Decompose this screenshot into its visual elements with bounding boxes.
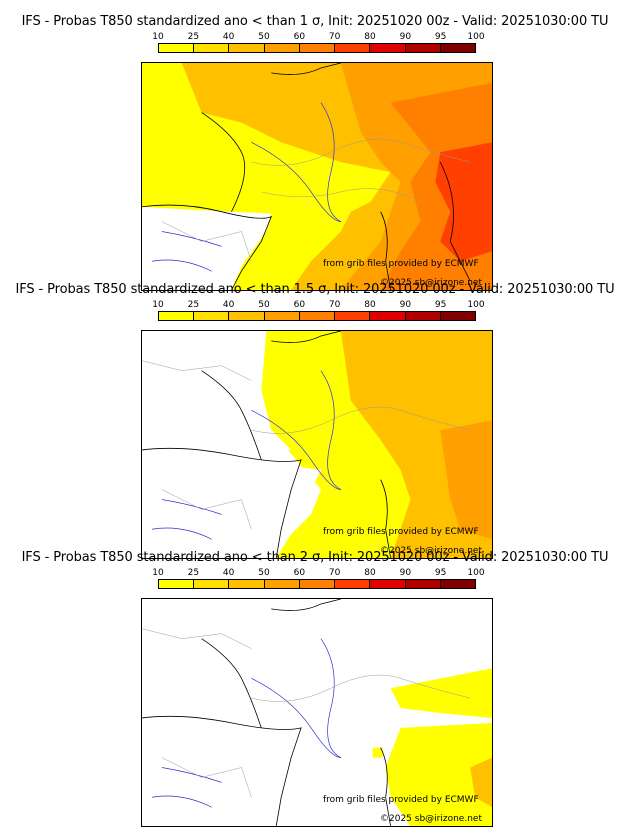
probability-map: from grib files provided by ECMWF ©2025 … bbox=[141, 598, 493, 827]
colorbar-tick-label: 40 bbox=[222, 300, 235, 310]
map-graphic bbox=[142, 599, 492, 826]
map-panel-3: IFS - Probas T850 standardized ano < tha… bbox=[0, 550, 630, 827]
colorbar-segment bbox=[405, 580, 441, 588]
probability-map: from grib files provided by ECMWF ©2025 … bbox=[141, 330, 493, 559]
colorbar-tick-label: 80 bbox=[364, 32, 376, 42]
colorbar-segment bbox=[299, 312, 336, 320]
colorbar-tick-label: 90 bbox=[399, 300, 412, 310]
colorbar-segment bbox=[370, 312, 406, 320]
colorbar-tick-label: 70 bbox=[328, 300, 341, 310]
colorbar-segment bbox=[335, 580, 371, 588]
credit-source: from grib files provided by ECMWF bbox=[323, 259, 479, 269]
panel-title: IFS - Probas T850 standardized ano < tha… bbox=[21, 14, 609, 29]
colorbar-tick-label: 25 bbox=[187, 568, 200, 578]
map-graphic bbox=[142, 63, 492, 290]
colorbar-tick-label: 40 bbox=[222, 568, 235, 578]
colorbar-tick-label: 90 bbox=[399, 32, 412, 42]
credit-source: from grib files provided by ECMWF bbox=[323, 795, 479, 805]
colorbar-tick-label: 60 bbox=[293, 32, 306, 42]
colorbar-segment bbox=[159, 312, 195, 320]
map-panel-2: IFS - Probas T850 standardized ano < tha… bbox=[0, 282, 630, 559]
colorbar-segment bbox=[229, 44, 265, 52]
colorbar-tick-label: 80 bbox=[364, 300, 376, 310]
colorbar-segment bbox=[194, 44, 230, 52]
colorbar-segment bbox=[335, 312, 371, 320]
colorbar-segment bbox=[229, 580, 265, 588]
colorbar-segment bbox=[299, 44, 336, 52]
colorbar-tick-label: 70 bbox=[328, 32, 341, 42]
colorbar-tick-label: 90 bbox=[399, 568, 412, 578]
colorbar-segment bbox=[264, 580, 300, 588]
credit-copyright: ©2025 sb@irizone.net bbox=[380, 546, 482, 556]
colorbar-labels: 10 25 40 50 60 70 80 90 95 100 bbox=[152, 568, 484, 579]
colorbar-segment bbox=[405, 44, 441, 52]
credit-source: from grib files provided by ECMWF bbox=[323, 527, 479, 537]
colorbar-tick-label: 25 bbox=[187, 32, 200, 42]
colorbar bbox=[158, 579, 476, 589]
colorbar-tick-label: 50 bbox=[258, 300, 270, 310]
colorbar-tick-label: 40 bbox=[222, 32, 235, 42]
colorbar-labels: 10 25 40 50 60 70 80 90 95 100 bbox=[152, 32, 484, 43]
colorbar-tick-label: 60 bbox=[293, 300, 306, 310]
colorbar-segment bbox=[440, 580, 475, 588]
colorbar-labels: 10 25 40 50 60 70 80 90 95 100 bbox=[152, 300, 484, 311]
colorbar-segment bbox=[264, 312, 300, 320]
colorbar-tick-label: 70 bbox=[328, 568, 341, 578]
colorbar bbox=[158, 43, 476, 53]
colorbar-tick-label: 50 bbox=[258, 32, 270, 42]
credit-copyright: ©2025 sb@irizone.net bbox=[380, 278, 482, 288]
colorbar-segment bbox=[299, 580, 336, 588]
colorbar-tick-label: 10 bbox=[152, 32, 164, 42]
colorbar-segment bbox=[440, 44, 475, 52]
map-graphic bbox=[142, 331, 492, 558]
panel-title: IFS - Probas T850 standardized ano < tha… bbox=[21, 550, 609, 565]
colorbar-tick-label: 95 bbox=[434, 300, 447, 310]
colorbar-segment bbox=[229, 312, 265, 320]
credit-copyright: ©2025 sb@irizone.net bbox=[380, 814, 482, 824]
colorbar-tick-label: 95 bbox=[434, 568, 447, 578]
colorbar-segment bbox=[405, 312, 441, 320]
colorbar-segment bbox=[335, 44, 371, 52]
colorbar-tick-label: 100 bbox=[467, 32, 485, 42]
colorbar-segment bbox=[159, 44, 195, 52]
colorbar-tick-label: 50 bbox=[258, 568, 270, 578]
colorbar-tick-label: 100 bbox=[467, 568, 485, 578]
colorbar-segment bbox=[440, 312, 475, 320]
colorbar-segment bbox=[194, 580, 230, 588]
colorbar-segment bbox=[264, 44, 300, 52]
map-panel-1: IFS - Probas T850 standardized ano < tha… bbox=[0, 14, 630, 291]
probability-map: from grib files provided by ECMWF ©2025 … bbox=[141, 62, 493, 291]
colorbar-segment bbox=[194, 312, 230, 320]
colorbar-tick-label: 100 bbox=[467, 300, 485, 310]
colorbar-tick-label: 80 bbox=[364, 568, 376, 578]
colorbar-segment bbox=[370, 580, 406, 588]
colorbar-tick-label: 10 bbox=[152, 300, 164, 310]
colorbar-segment bbox=[159, 580, 195, 588]
colorbar-tick-label: 25 bbox=[187, 300, 200, 310]
colorbar-segment bbox=[370, 44, 406, 52]
colorbar-tick-label: 10 bbox=[152, 568, 164, 578]
colorbar-tick-label: 60 bbox=[293, 568, 306, 578]
colorbar-tick-label: 95 bbox=[434, 32, 447, 42]
panel-title: IFS - Probas T850 standardized ano < tha… bbox=[15, 282, 615, 297]
colorbar bbox=[158, 311, 476, 321]
